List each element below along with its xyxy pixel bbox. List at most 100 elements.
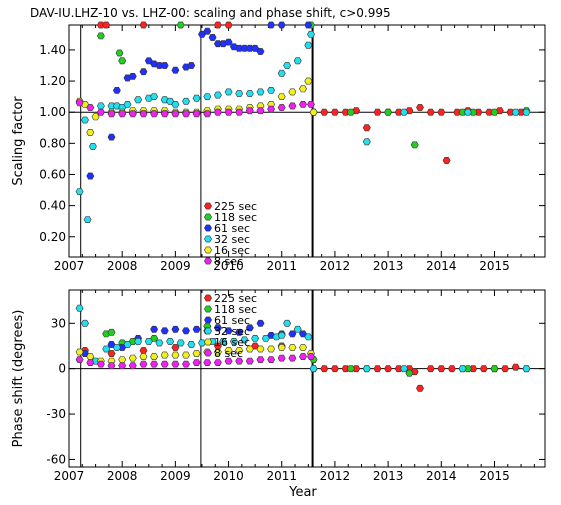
data-point xyxy=(485,108,494,116)
data-point xyxy=(224,327,233,335)
legend-marker xyxy=(204,338,212,346)
data-point xyxy=(447,365,456,373)
data-point xyxy=(107,133,116,141)
data-point xyxy=(160,360,169,368)
x-tick-label: 2014 xyxy=(426,469,457,483)
data-point xyxy=(139,68,148,76)
y-tick-label: 0.80 xyxy=(39,136,66,150)
data-point xyxy=(75,304,84,312)
data-point xyxy=(187,340,196,348)
data-point xyxy=(83,216,92,223)
legend-label: 61 sec xyxy=(214,222,250,235)
y-tick-label: 30 xyxy=(51,316,66,330)
data-point xyxy=(192,325,201,333)
data-point xyxy=(309,365,318,373)
data-point xyxy=(96,102,105,110)
data-point xyxy=(107,110,116,118)
data-point xyxy=(224,88,233,96)
x-tick-label: 2007 xyxy=(54,259,85,273)
legend-marker xyxy=(204,294,212,302)
data-point xyxy=(400,365,409,373)
data-point xyxy=(426,108,435,116)
x-axis-label: Year xyxy=(288,485,317,500)
data-point xyxy=(86,129,95,136)
data-point xyxy=(245,90,254,97)
data-point xyxy=(506,108,515,116)
data-point xyxy=(307,101,315,108)
data-point xyxy=(224,347,233,354)
data-point xyxy=(309,108,318,116)
data-point xyxy=(107,328,116,336)
data-point xyxy=(123,101,132,108)
data-point xyxy=(293,57,302,65)
data-point xyxy=(192,110,201,118)
legend-marker xyxy=(204,305,212,313)
data-point xyxy=(160,327,169,335)
data-point xyxy=(277,104,286,111)
data-point xyxy=(288,330,297,338)
data-point xyxy=(235,328,244,336)
data-point xyxy=(128,73,137,80)
data-point xyxy=(91,113,100,121)
data-point xyxy=(86,353,95,361)
plot-frame xyxy=(68,289,546,468)
data-point xyxy=(75,99,84,107)
legend-marker xyxy=(204,202,212,210)
data-point xyxy=(86,359,95,367)
data-point xyxy=(235,108,244,116)
data-point xyxy=(203,110,212,118)
y-tick-label: 0.60 xyxy=(39,167,66,181)
legend-label: 225 sec xyxy=(214,200,257,213)
y-tick-label: 0 xyxy=(58,362,66,376)
data-point xyxy=(267,87,276,94)
data-point xyxy=(458,365,467,373)
data-point xyxy=(261,334,270,342)
legend-label: 16 sec xyxy=(214,336,250,349)
data-point xyxy=(362,138,371,146)
data-point xyxy=(277,21,286,29)
data-point xyxy=(150,353,159,361)
x-tick-label: 2009 xyxy=(160,469,191,483)
x-tick-label: 2011 xyxy=(266,469,297,483)
data-point xyxy=(182,360,190,368)
data-point xyxy=(245,324,254,332)
data-point xyxy=(107,362,116,370)
x-tick-label: 2013 xyxy=(373,259,404,273)
legend-label: 61 sec xyxy=(214,314,250,327)
data-point xyxy=(341,365,350,373)
data-point xyxy=(182,351,190,359)
x-tick-label: 2011 xyxy=(266,259,297,273)
y-tick-label: -60 xyxy=(46,452,66,466)
x-tick-label: 2010 xyxy=(213,259,244,273)
y-tick-label: 1.40 xyxy=(39,43,66,57)
legend-marker xyxy=(204,246,212,254)
data-point xyxy=(267,356,276,364)
data-point xyxy=(171,351,180,359)
data-point xyxy=(224,38,233,46)
data-point xyxy=(150,110,159,118)
data-point xyxy=(171,344,180,351)
data-point xyxy=(304,77,313,85)
x-tick-label: 2012 xyxy=(320,469,351,483)
data-point xyxy=(288,354,297,362)
x-tick-label: 2008 xyxy=(107,259,138,273)
data-point xyxy=(522,365,531,373)
data-point xyxy=(160,110,169,118)
data-point xyxy=(224,21,233,29)
legend-label: 8 sec xyxy=(214,255,243,268)
data-point xyxy=(245,107,254,115)
data-point xyxy=(224,108,233,116)
data-point xyxy=(394,365,403,373)
data-point xyxy=(213,91,222,99)
x-tick-label: 2015 xyxy=(479,259,510,273)
data-point xyxy=(299,344,307,351)
y-tick-label: 0.40 xyxy=(39,199,66,213)
data-point xyxy=(304,41,313,49)
data-point xyxy=(394,108,403,116)
data-point xyxy=(118,356,127,364)
plot-frame xyxy=(68,24,546,258)
x-tick-label: 2007 xyxy=(54,469,85,483)
legend-marker xyxy=(204,213,212,221)
data-point xyxy=(182,97,190,105)
data-point xyxy=(304,21,313,29)
